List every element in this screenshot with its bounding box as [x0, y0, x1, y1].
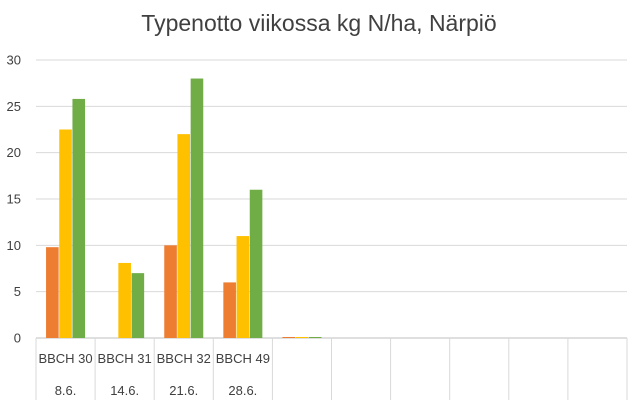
category-stage-label: BBCH 32: [157, 351, 211, 366]
bar-series3-cat2: [131, 273, 145, 338]
chart-title: Typenotto viikossa kg N/ha, Närpiö: [141, 10, 496, 36]
category-stage-label: BBCH 30: [38, 351, 92, 366]
category-date-label: 14.6.: [110, 383, 139, 398]
category-date-label: 8.6.: [55, 383, 77, 398]
bar-series3-cat1: [72, 98, 86, 338]
bar-series3-cat4: [249, 189, 263, 338]
y-tick-label-20: 20: [7, 145, 21, 160]
category-table: [35, 338, 628, 400]
category-date-label: 21.6.: [169, 383, 198, 398]
bar-series2-cat4: [236, 236, 250, 338]
y-tick-label-15: 15: [7, 192, 21, 207]
bar-series1-cat3: [164, 245, 177, 338]
y-tick-label-0: 0: [14, 331, 21, 346]
y-tick-label-25: 25: [7, 99, 21, 114]
bar-series1-cat1: [46, 247, 59, 338]
category-date-label: 28.6.: [228, 383, 257, 398]
x-axis-categories: BBCH 30 8.6. BBCH 31 14.6. BBCH 32 21.6. BBCH …: [38, 351, 270, 398]
bars: [46, 78, 322, 339]
bar-series1-cat5: [282, 337, 296, 338]
category-stage-label: BBCH 49: [216, 351, 270, 366]
bar-series3-cat5: [308, 337, 322, 338]
category-stage-label: BBCH 31: [98, 351, 152, 366]
y-axis-ticks: 0 5 10 15 20 25 30: [7, 53, 21, 346]
bar-series2-cat2: [118, 262, 131, 338]
y-tick-label-10: 10: [7, 238, 21, 253]
bar-series2-cat3: [177, 134, 191, 338]
bar-series3-cat3: [190, 78, 204, 339]
bar-series1-cat4: [223, 282, 236, 338]
y-tick-label-5: 5: [14, 284, 21, 299]
y-tick-label-30: 30: [7, 53, 21, 68]
bar-series2-cat1: [59, 129, 72, 338]
bar-series2-cat5: [295, 337, 309, 338]
